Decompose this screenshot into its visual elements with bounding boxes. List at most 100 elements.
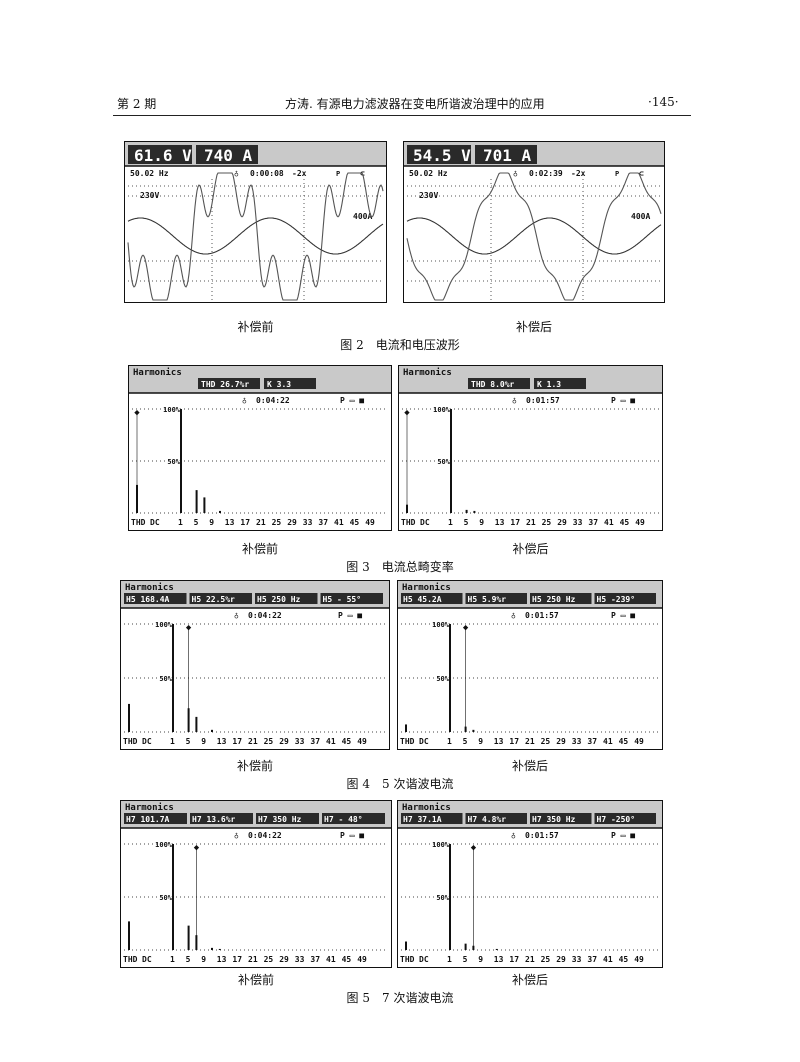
- x-tick-label: 25: [541, 737, 551, 746]
- status-icons: P ▭ ■: [611, 611, 635, 620]
- voltage-waveform: [127, 217, 384, 255]
- y-tick-label: 100%: [432, 621, 450, 629]
- current-readout-box: [475, 145, 537, 164]
- readout-value: H5 45.2A: [403, 595, 442, 604]
- current-waveform: [127, 172, 384, 301]
- x-tick-label: THD: [400, 955, 415, 964]
- x-tick-label: 33: [572, 737, 582, 746]
- zoom-readout: -2x: [571, 169, 586, 178]
- bar-11: [211, 947, 213, 950]
- x-tick-label: 17: [232, 955, 242, 964]
- x-tick-label: DC: [419, 737, 429, 746]
- readout-box: [530, 593, 592, 604]
- bar-1: [449, 624, 451, 732]
- voltage-readout: 61.6 V: [134, 146, 192, 165]
- x-tick-label: DC: [419, 955, 429, 964]
- voltage-scale-label: 230V: [140, 191, 159, 200]
- status-icons: P ▭ ■: [340, 831, 364, 840]
- readout-value: H7 350 Hz: [258, 815, 302, 824]
- y-tick-label: 100%: [163, 406, 181, 414]
- x-tick-label: 21: [248, 737, 258, 746]
- x-tick-label: 29: [556, 955, 566, 964]
- bar-5: [195, 490, 198, 513]
- hold-icon: ♁: [242, 396, 247, 405]
- harmonics-title: Harmonics: [402, 802, 451, 813]
- x-tick-label: 37: [318, 518, 328, 527]
- x-tick-label: 29: [279, 955, 289, 964]
- x-tick-label: 37: [587, 737, 597, 746]
- x-tick-label: 41: [603, 737, 613, 746]
- x-tick-label: 29: [287, 518, 297, 527]
- running-title: 方涛. 有源电力滤波器在变电所谐波治理中的应用: [285, 97, 545, 111]
- current-readout: 740 A: [204, 146, 253, 165]
- readout-value: H5 5.9%r: [468, 595, 507, 604]
- x-tick-label: 1: [448, 518, 453, 527]
- readout-value: THD 8.0%r: [471, 380, 515, 389]
- x-tick-label: 9: [478, 955, 483, 964]
- current-scale-label: 400A: [631, 212, 650, 221]
- y-tick-label: 50%: [436, 675, 449, 683]
- panel-caption: 补偿前: [237, 320, 274, 334]
- y-tick-label: 100%: [433, 406, 451, 414]
- bar-1: [172, 844, 174, 950]
- bar-13: [218, 948, 221, 950]
- panel-caption: 补偿后: [515, 320, 553, 334]
- x-tick-label: 21: [525, 737, 535, 746]
- elapsed-time: 0:02:39: [529, 169, 563, 178]
- current-readout: 701 A: [483, 146, 532, 165]
- x-tick-label: 49: [634, 737, 644, 746]
- readout-box: [465, 593, 527, 604]
- x-tick-label: THD: [123, 955, 138, 964]
- x-tick-label: 21: [525, 955, 535, 964]
- y-tick-label: 100%: [155, 841, 173, 849]
- x-tick-label: 49: [365, 518, 375, 527]
- readout-value: H7 37.1A: [403, 815, 442, 824]
- x-tick-label: 1: [170, 737, 175, 746]
- zoom-readout: -2x: [292, 169, 307, 178]
- x-tick-label: 13: [495, 518, 505, 527]
- readout-value: H5 -239°: [597, 595, 636, 604]
- readout-box: [264, 378, 316, 389]
- hold-icon: ♁: [234, 611, 239, 620]
- hold-icon: ♁: [513, 169, 518, 178]
- page-number: ·145·: [648, 95, 679, 109]
- elapsed-time: 0:04:22: [248, 611, 282, 620]
- hold-icon: ♁: [234, 169, 239, 178]
- readout-box: [190, 813, 253, 824]
- x-tick-label: 45: [350, 518, 360, 527]
- cursor-marker-icon: ◆: [463, 623, 469, 633]
- x-tick-label: DC: [420, 518, 430, 527]
- readout-value: H5 250 Hz: [532, 595, 576, 604]
- bar-THD: [405, 941, 407, 950]
- status-icons: P ▭ ■: [338, 611, 362, 620]
- x-tick-label: 17: [509, 955, 519, 964]
- bar-7: [472, 729, 475, 732]
- x-tick-label: 25: [264, 737, 274, 746]
- figure-caption: 图 2 电流和电压波形: [340, 338, 460, 352]
- y-tick-label: 100%: [432, 841, 450, 849]
- x-tick-label: DC: [142, 955, 152, 964]
- bar-11: [219, 510, 221, 513]
- bar-7: [473, 510, 476, 513]
- x-tick-label: 29: [556, 737, 566, 746]
- panel-caption: 补偿前: [237, 973, 275, 987]
- readout-value: H5 - 55°: [323, 595, 362, 604]
- x-tick-label: 37: [588, 518, 598, 527]
- x-tick-label: 9: [201, 737, 206, 746]
- x-tick-label: 17: [509, 737, 519, 746]
- readout-value: H5 250 Hz: [257, 595, 301, 604]
- readout-value: K 1.3: [537, 380, 561, 389]
- x-tick-label: 29: [279, 737, 289, 746]
- x-tick-label: 33: [573, 518, 583, 527]
- current-readout-box: [196, 145, 258, 164]
- x-tick-label: 21: [248, 955, 258, 964]
- status-icons: P ▭ ■: [611, 396, 635, 405]
- panel-caption: 补偿前: [236, 759, 274, 773]
- harmonics-title: Harmonics: [403, 367, 452, 378]
- x-tick-label: 25: [541, 955, 551, 964]
- bar-1: [180, 409, 182, 513]
- current-waveform: [406, 172, 662, 301]
- cursor-marker-icon: ◆: [471, 843, 477, 853]
- x-tick-label: 1: [447, 955, 452, 964]
- x-tick-label: DC: [150, 518, 160, 527]
